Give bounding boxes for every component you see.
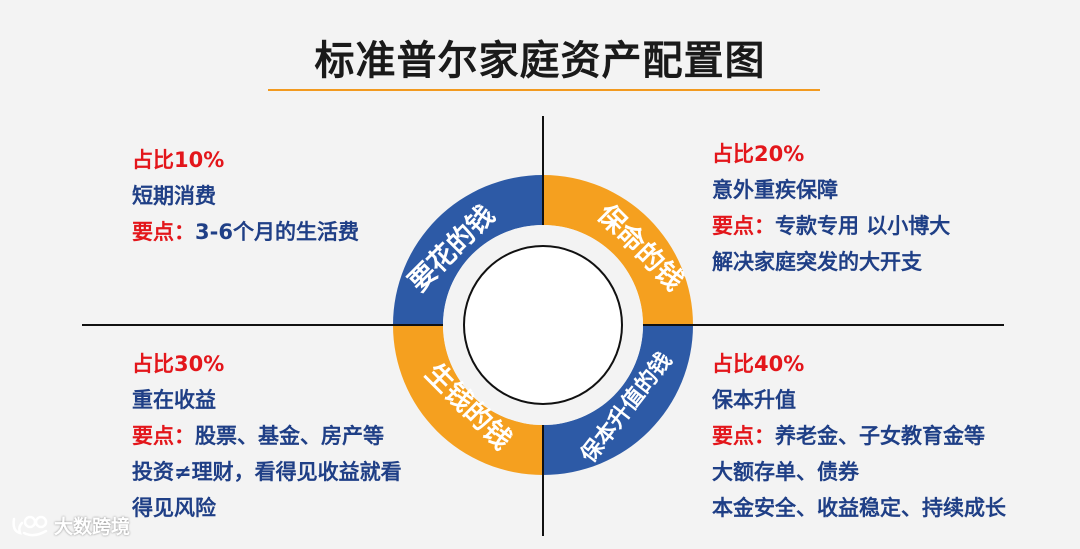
key-label: 要点：: [712, 424, 775, 448]
page-title: 标准普尔家庭资产配置图: [314, 38, 766, 84]
ring-segment-bottom-right: [543, 325, 693, 475]
ring-segment-top-right: [543, 175, 693, 325]
category-desc: 短期消费: [132, 184, 216, 208]
ratio-label: 占比10%: [132, 148, 225, 172]
key-point: 要点：养老金、子女教育金等: [712, 418, 1006, 454]
key-label: 要点：: [712, 214, 775, 238]
center-circle: [463, 245, 623, 405]
extra-note: 解决家庭突发的大开支: [712, 250, 922, 274]
ring-segment-top-left: [393, 175, 543, 325]
watermark-logo-icon: [12, 515, 48, 536]
extra-note: 得见风险: [132, 496, 216, 520]
extra-note: 投资≠理财，看得见收益就看: [132, 460, 402, 484]
category-desc: 意外重疾保障: [712, 178, 838, 202]
quadrant-bottom-left: 占比30% 重在收益 要点：股票、基金、房产等 投资≠理财，看得见收益就看 得见…: [132, 346, 402, 526]
quadrant-bottom-right: 占比40% 保本升值 要点：养老金、子女教育金等 大额存单、债券 本金安全、收益…: [712, 346, 1006, 526]
key-point: 要点：股票、基金、房产等: [132, 418, 402, 454]
key-text: 养老金、子女教育金等: [775, 424, 985, 448]
ratio-label: 占比40%: [712, 352, 805, 376]
watermark: 大数跨境: [10, 512, 130, 539]
category-desc: 保本升值: [712, 388, 796, 412]
key-text: 专款专用 以小博大: [775, 214, 951, 238]
ratio-label: 占比30%: [132, 352, 225, 376]
title-underline: [268, 89, 820, 91]
quadrant-top-left: 占比10% 短期消费 要点：3-6个月的生活费: [132, 142, 359, 250]
watermark-text: 大数跨境: [54, 516, 131, 538]
extra-note: 本金安全、收益稳定、持续成长: [712, 496, 1006, 520]
key-text: 股票、基金、房产等: [195, 424, 384, 448]
quadrant-top-right: 占比20% 意外重疾保障 要点：专款专用 以小博大 解决家庭突发的大开支: [712, 136, 950, 280]
ring-segment-bottom-left: [393, 325, 543, 475]
key-point: 要点：3-6个月的生活费: [132, 214, 359, 250]
key-label: 要点：: [132, 424, 195, 448]
ratio-label: 占比20%: [712, 142, 805, 166]
category-desc: 重在收益: [132, 388, 216, 412]
key-text: 3-6个月的生活费: [195, 220, 359, 244]
key-point: 要点：专款专用 以小博大: [712, 208, 950, 244]
extra-note: 大额存单、债券: [712, 460, 859, 484]
key-label: 要点：: [132, 220, 195, 244]
